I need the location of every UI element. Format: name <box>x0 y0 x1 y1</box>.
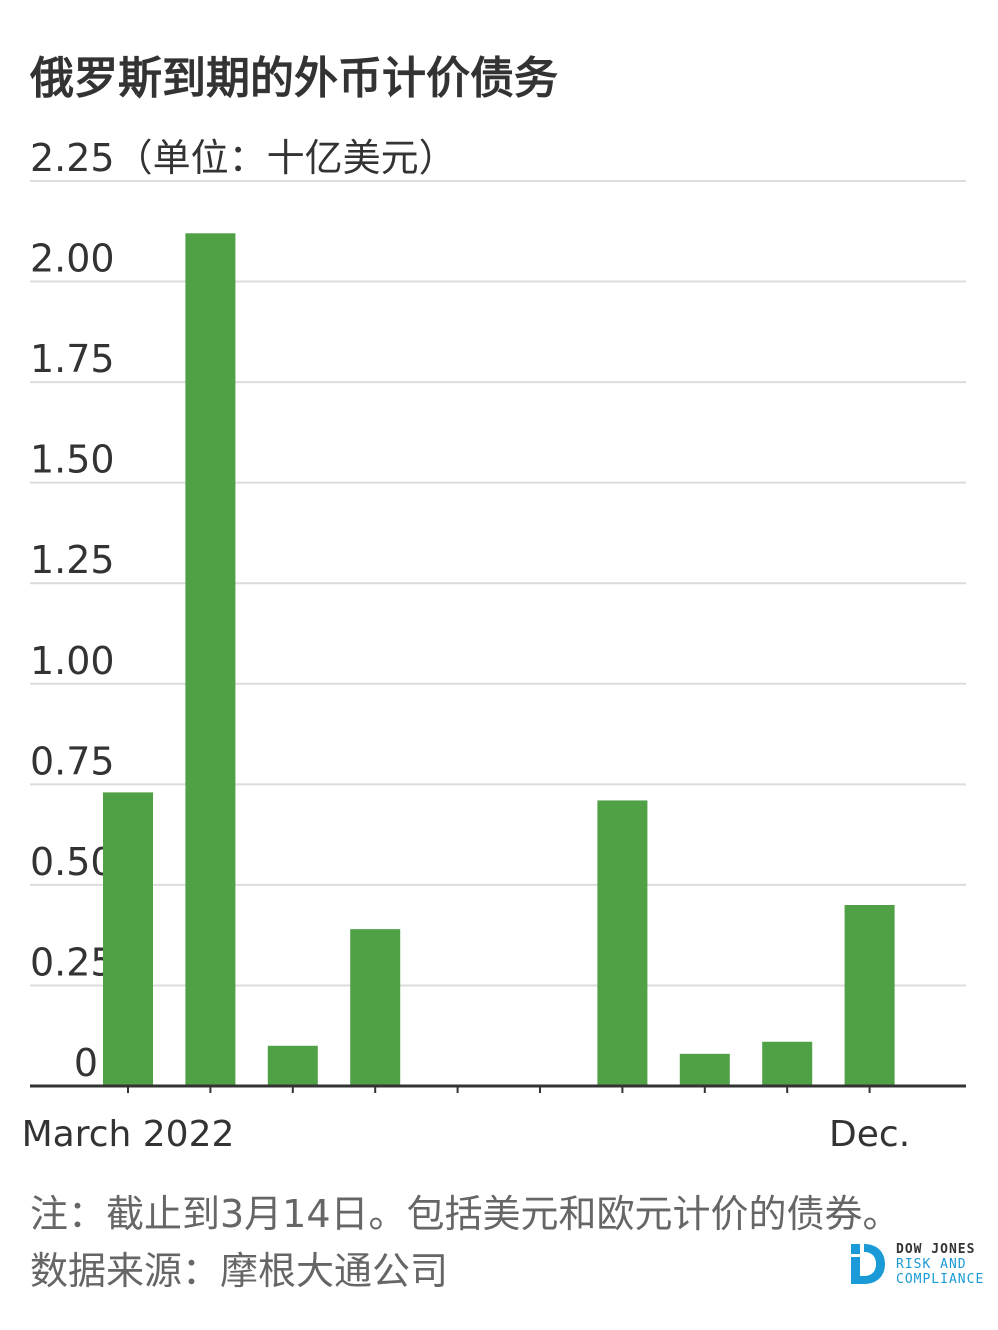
x-tick-label: Dec. <box>829 1114 910 1155</box>
logo-text-line2: RISK AND <box>896 1257 967 1272</box>
chart-title: 俄罗斯到期的外币计价债务 <box>30 53 558 104</box>
y-tick-label: 1.00 <box>30 639 115 683</box>
y-tick-label: 1.25 <box>30 538 115 582</box>
y-tick-label: 2.00 <box>30 237 115 281</box>
bar <box>844 905 895 1086</box>
bar-chart: 0 0.25 0.50 0.75 1.00 1.25 1.50 1.75 2.00 2.25（单位… <box>22 136 966 1155</box>
bar <box>103 792 153 1086</box>
y-tick-label: 0.75 <box>30 739 115 783</box>
y-tick-label: 0.25 <box>30 940 115 984</box>
dow-jones-d-logo-icon <box>851 1244 885 1284</box>
bar <box>679 1053 730 1086</box>
bar <box>350 929 401 1086</box>
y-tick-label: 1.75 <box>30 337 115 381</box>
y-tick-label: 0.50 <box>30 840 115 884</box>
bar <box>597 800 648 1086</box>
y-tick-label: 2.25（单位：十亿美元） <box>30 136 457 180</box>
bar <box>762 1041 813 1086</box>
logo-text-line1: DOW JONES <box>896 1242 976 1257</box>
x-tick-label: March 2022 <box>22 1114 235 1155</box>
logo-text-line3: COMPLIANCE <box>896 1272 985 1287</box>
source-note: 数据来源：摩根大通公司 <box>30 1249 449 1293</box>
y-tick-label: 1.50 <box>30 438 115 482</box>
bar <box>185 233 236 1087</box>
dow-jones-logo: DOW JONES RISK AND COMPLIANCE <box>848 1242 993 1288</box>
y-tick-label: 0 <box>74 1041 98 1085</box>
bar <box>267 1045 318 1086</box>
footnote: 注：截止到3月14日。包括美元和欧元计价的债券。 <box>30 1192 901 1236</box>
